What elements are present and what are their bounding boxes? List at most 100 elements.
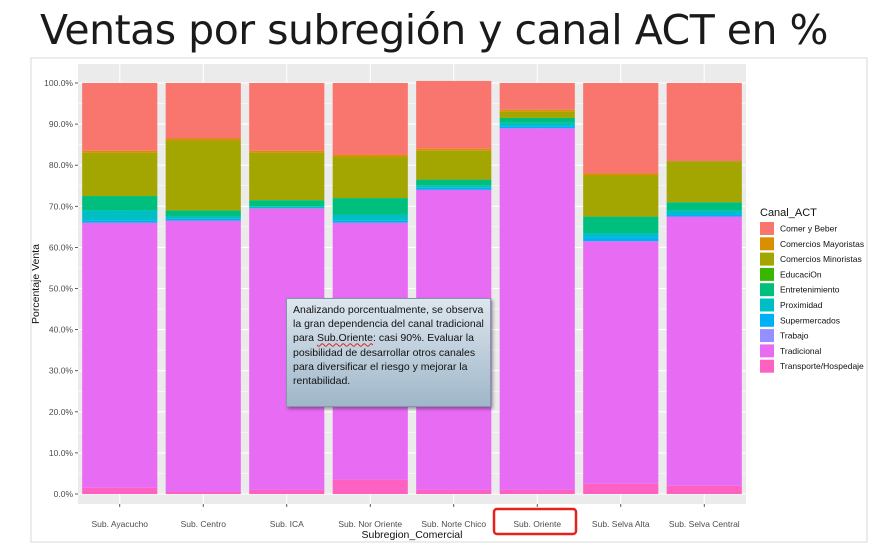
bar-segment — [332, 198, 408, 215]
x-tick-label: Sub. Oriente — [513, 519, 561, 529]
bar-segment — [82, 487, 158, 494]
bar-segment — [249, 83, 325, 151]
legend-label: Proximidad — [780, 300, 823, 310]
callout-highlight: Sub.Oriente — [316, 332, 373, 345]
bar-segment — [249, 152, 325, 201]
x-tick-label: Sub. Norte Chico — [421, 519, 486, 529]
bar-segment — [416, 148, 492, 151]
bar-segment — [666, 210, 742, 215]
slide-title: Ventas por subregión y canal ACT en % — [40, 6, 828, 54]
y-tick-label: 100.0% — [44, 78, 73, 88]
bar-segment — [499, 122, 575, 127]
bar-segment — [249, 206, 325, 209]
y-tick-label: 10.0% — [49, 448, 74, 458]
legend-swatch — [760, 329, 774, 343]
bar-segment — [332, 83, 408, 155]
legend-swatch — [760, 283, 774, 297]
bar-segment — [416, 489, 492, 494]
legend-swatch — [760, 252, 774, 266]
x-axis-title: Subregion_Comercial — [362, 529, 463, 541]
bar-segment — [666, 485, 742, 494]
bar-segment — [666, 216, 742, 486]
bar-segment — [332, 479, 408, 494]
bar-segment — [82, 150, 158, 153]
bar-segment — [416, 80, 492, 149]
y-tick-label: 70.0% — [49, 201, 74, 211]
y-tick-label: 30.0% — [49, 366, 74, 376]
legend-swatch — [760, 298, 774, 312]
highlight-box — [492, 507, 578, 536]
y-tick-label: 50.0% — [49, 284, 74, 294]
bar-segment — [249, 489, 325, 494]
bar-segment — [165, 216, 241, 219]
bar-segment — [82, 220, 158, 223]
bar-segment — [666, 202, 742, 211]
bar-segment — [165, 491, 241, 494]
y-tick-label: 60.0% — [49, 242, 74, 252]
legend-swatch — [760, 222, 774, 235]
y-axis-title: Porcentaje Venta — [30, 244, 42, 324]
x-tick-label: Sub. Selva Central — [669, 519, 740, 529]
bar-segment — [82, 83, 158, 151]
callout-text-1: Analizando porcentualmente, se observa l… — [293, 304, 484, 345]
x-tick-label: Sub. Ayacucho — [91, 519, 148, 529]
legend-label: Tradicional — [780, 346, 821, 356]
x-tick-label: Sub. ICA — [270, 519, 304, 529]
legend-label: Comercios Minoristas — [780, 254, 862, 264]
bar-segment — [583, 175, 659, 217]
bar-segment — [583, 241, 659, 484]
y-tick-label: 0.0% — [54, 489, 74, 499]
bar-segment — [165, 140, 241, 211]
bar-segment — [499, 109, 575, 112]
legend-swatch — [760, 267, 774, 281]
legend-label: EducaciOn — [780, 269, 822, 279]
y-tick-label: 40.0% — [49, 325, 74, 335]
bar-segment — [583, 483, 659, 494]
bar-segment — [499, 117, 575, 123]
bar-segment — [416, 179, 492, 186]
y-tick-label: 80.0% — [49, 160, 74, 170]
bar-segment — [165, 220, 241, 492]
bar-segment — [583, 237, 659, 242]
callout-text-2: : casi 90%. Evaluar la posibilidad de de… — [293, 332, 476, 388]
bar-segment — [332, 220, 408, 223]
legend-label: Supermercados — [780, 315, 840, 325]
bar-segment — [499, 128, 575, 490]
legend-label: Comer y Beber — [780, 224, 837, 234]
bar-segment — [82, 210, 158, 221]
bar-segment — [332, 154, 408, 157]
bar-segment — [249, 150, 325, 153]
bar-segment — [249, 200, 325, 207]
legend: Canal_ACT Comer y Beber Comercios Mayorist… — [760, 207, 864, 373]
bar-segment — [416, 150, 492, 180]
legend-title: Canal_ACT — [760, 207, 817, 219]
bar-segment — [499, 83, 575, 110]
bar-segment — [583, 173, 659, 176]
legend-label: Trabajo — [780, 331, 809, 341]
bar-segment — [583, 83, 659, 174]
bar-segment — [499, 489, 575, 494]
y-tick-label: 90.0% — [49, 119, 74, 129]
bar-segment — [666, 214, 742, 217]
bar-segment — [165, 210, 241, 217]
bar-segment — [165, 138, 241, 141]
bar-segment — [666, 161, 742, 203]
axes: 0.0% 10.0% 20.0% 30.0% 40.0% 50.0% 60.0% 70.0% 8… — [30, 78, 740, 541]
y-tick-label: 20.0% — [49, 407, 74, 417]
legend-swatch — [760, 344, 774, 358]
bar-segment — [82, 222, 158, 488]
bar-segment — [583, 233, 659, 238]
bar-segment — [416, 187, 492, 190]
callout-box: Analizando porcentualmente, se observa l… — [286, 298, 491, 407]
bar-segment — [165, 83, 241, 139]
bar-segment — [165, 218, 241, 221]
bar-segment — [416, 185, 492, 188]
legend-swatch — [760, 359, 774, 373]
bar-segment — [583, 216, 659, 234]
x-tick-label: Sub. Nor Oriente — [338, 519, 402, 529]
legend-label: Comercios Mayoristas — [780, 239, 864, 249]
legend-swatch — [760, 237, 774, 251]
bar-segment — [332, 156, 408, 199]
bar-segment — [82, 196, 158, 211]
